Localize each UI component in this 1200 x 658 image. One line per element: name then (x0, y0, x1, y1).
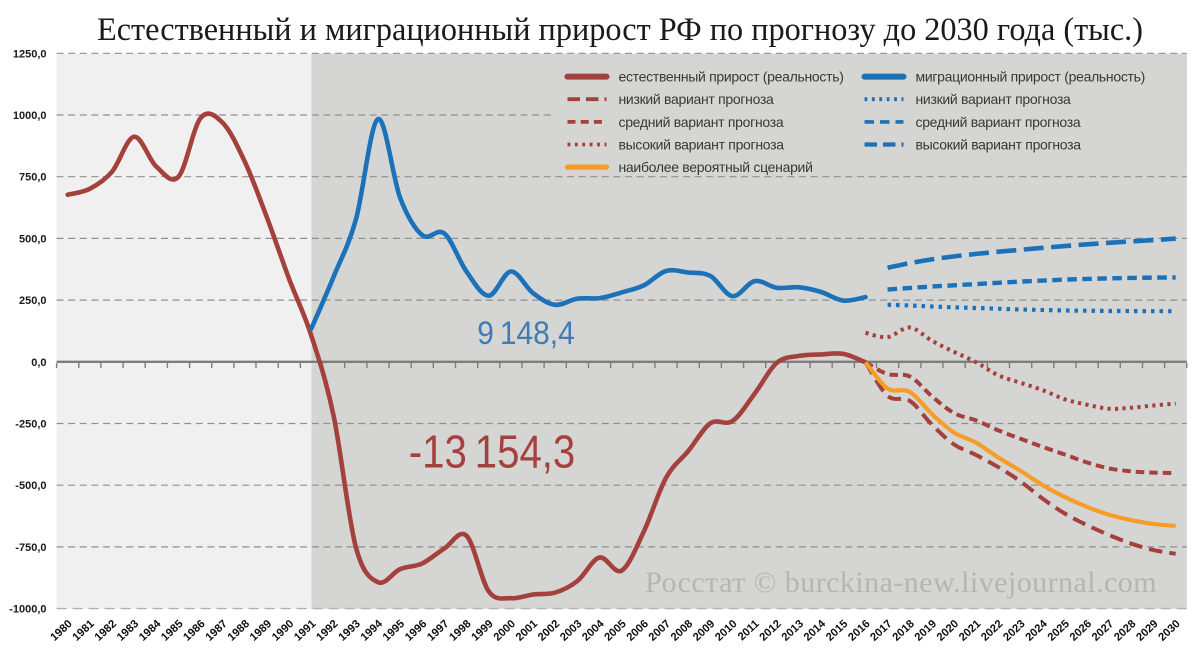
svg-text:наиболее вероятный сценарий: наиболее вероятный сценарий (619, 159, 813, 175)
svg-text:0,0: 0,0 (31, 357, 46, 369)
svg-text:Естественный и миграционный пр: Естественный и миграционный прирост РФ п… (97, 12, 1143, 48)
svg-text:9 148,4: 9 148,4 (477, 315, 575, 351)
svg-text:средний вариант прогноза: средний вариант прогноза (619, 114, 784, 130)
svg-text:-750,0: -750,0 (15, 542, 46, 554)
svg-text:высокий вариант прогноза: высокий вариант прогноза (619, 137, 785, 153)
svg-text:-250,0: -250,0 (15, 419, 46, 431)
svg-text:-13 154,3: -13 154,3 (409, 426, 576, 478)
svg-text:высокий вариант прогноза: высокий вариант прогноза (916, 137, 1082, 153)
svg-text:средний вариант прогноза: средний вариант прогноза (916, 114, 1081, 130)
svg-text:-500,0: -500,0 (15, 480, 46, 492)
svg-text:750,0: 750,0 (19, 172, 47, 184)
svg-text:естественный прирост (реальнос: естественный прирост (реальность) (619, 69, 844, 85)
svg-text:250,0: 250,0 (19, 295, 47, 307)
svg-text:500,0: 500,0 (19, 233, 47, 245)
svg-text:Росстат © burckina-new.livejou: Росстат © burckina-new.livejournal.com (645, 566, 1157, 599)
svg-text:низкий вариант прогноза: низкий вариант прогноза (619, 91, 775, 107)
svg-text:-1000,0: -1000,0 (9, 604, 46, 616)
svg-text:1000,0: 1000,0 (13, 110, 47, 122)
svg-text:1250,0: 1250,0 (13, 48, 47, 60)
svg-text:низкий вариант прогноза: низкий вариант прогноза (916, 91, 1072, 107)
svg-text:миграционный прирост (реальнос: миграционный прирост (реальность) (916, 69, 1146, 85)
